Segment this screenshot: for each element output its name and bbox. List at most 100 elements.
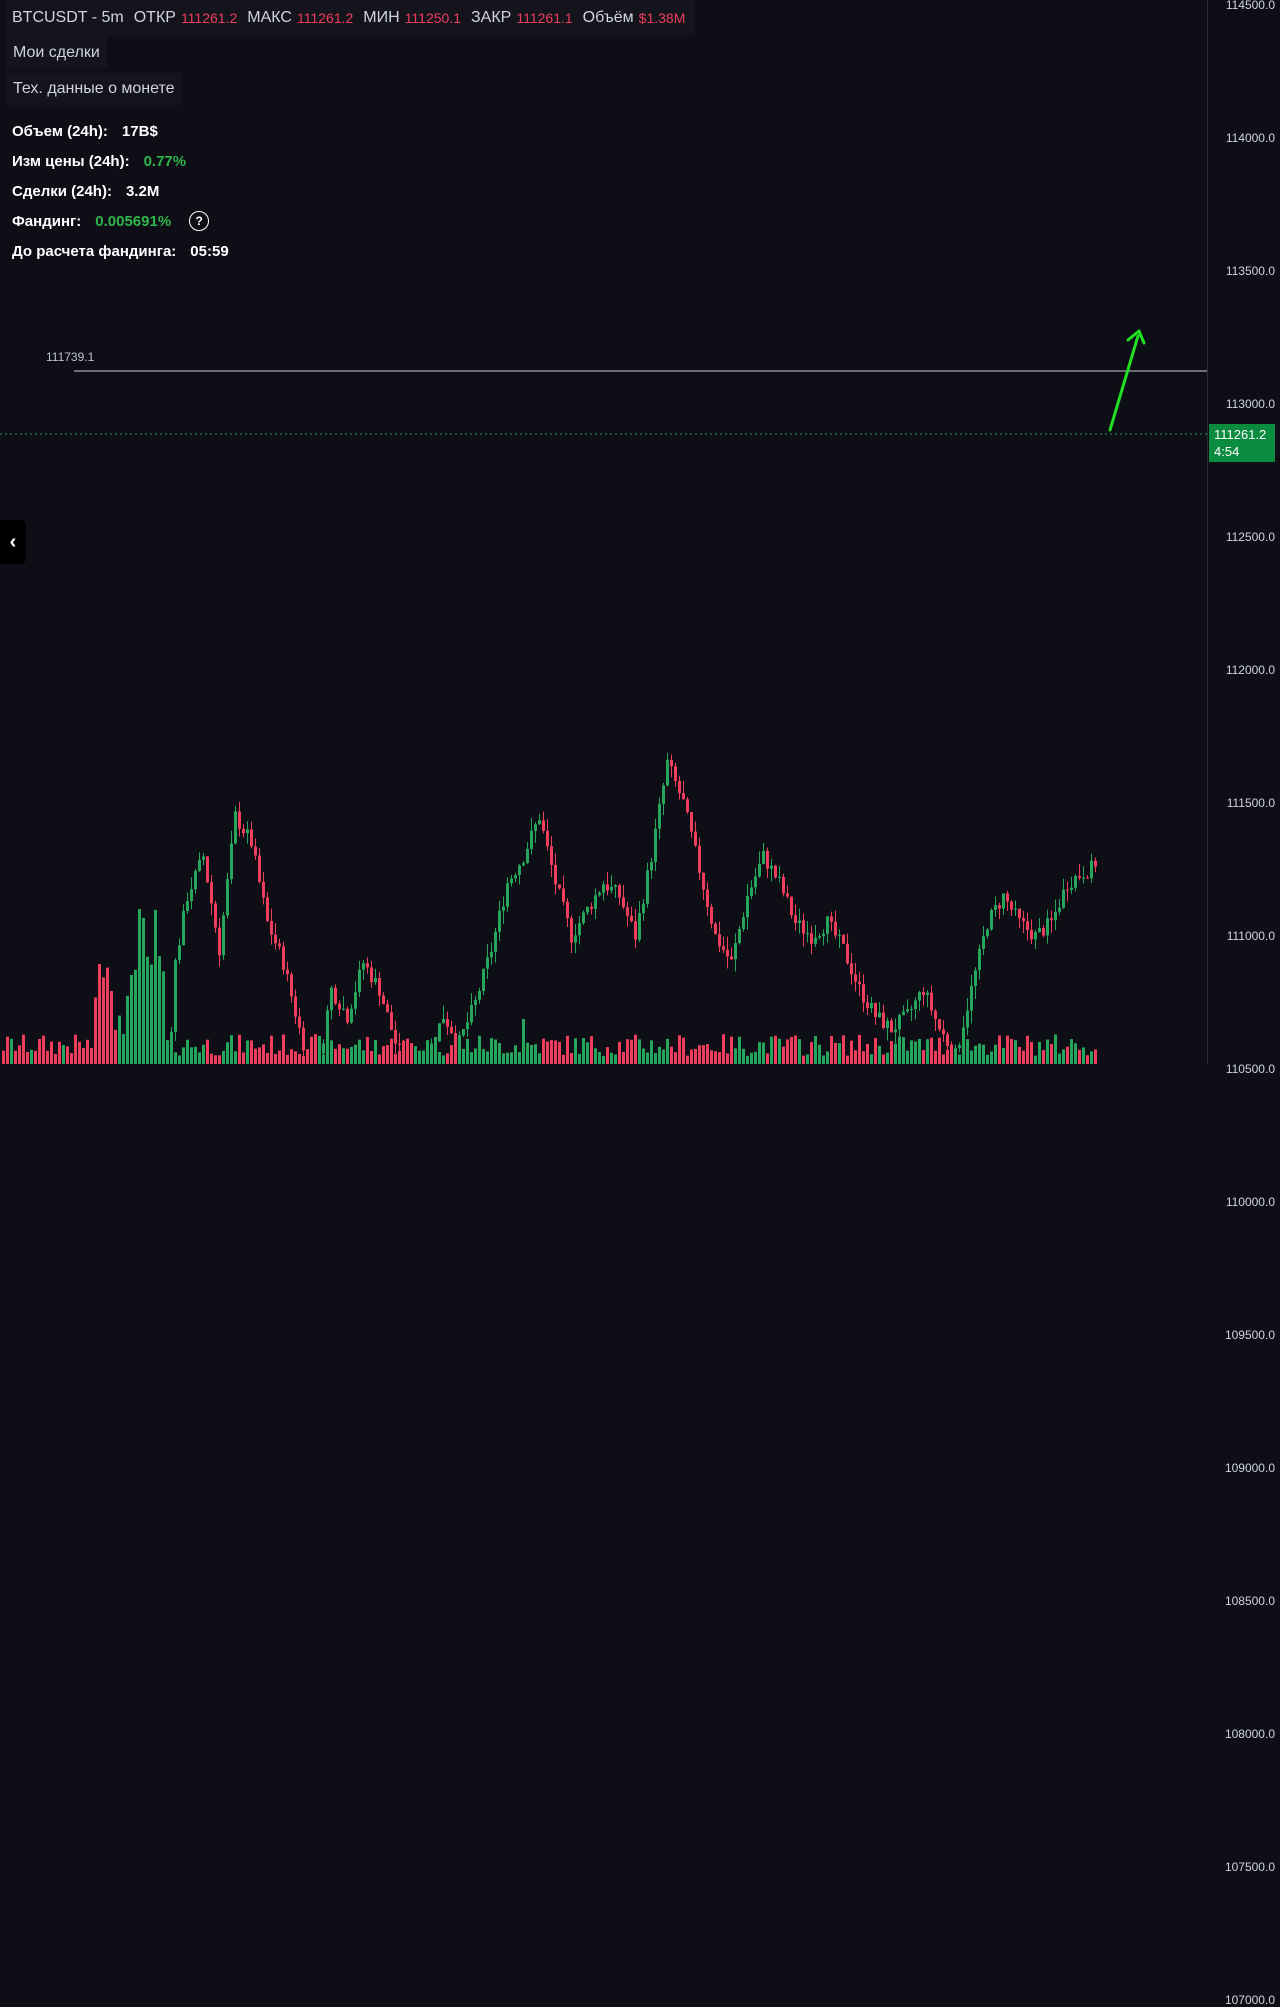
volume-bar bbox=[782, 1046, 785, 1064]
volume-bar bbox=[158, 956, 161, 1064]
candle-body bbox=[454, 1033, 457, 1044]
volume-bar bbox=[738, 1036, 741, 1064]
price-tick: 110000.0 bbox=[1225, 1195, 1275, 1209]
volume-bar bbox=[730, 1036, 733, 1064]
coin-tech-data-button[interactable]: Тех. данные о монете bbox=[6, 73, 182, 105]
candle-body bbox=[266, 897, 269, 921]
volume-bar bbox=[178, 1055, 181, 1064]
symbol-label[interactable]: BTCUSDT - 5m bbox=[12, 9, 124, 26]
volume-bar bbox=[618, 1041, 621, 1064]
volume-bar bbox=[718, 1052, 721, 1064]
candle-body bbox=[706, 889, 709, 907]
volume-bar bbox=[1038, 1041, 1041, 1064]
volume-bar bbox=[1006, 1035, 1009, 1064]
candle-body bbox=[598, 892, 601, 896]
volume-bar bbox=[810, 1042, 813, 1064]
volume-bar bbox=[714, 1051, 717, 1064]
chevron-left-icon[interactable]: ‹ bbox=[0, 520, 26, 564]
volume-bar bbox=[774, 1035, 777, 1064]
candle-body bbox=[758, 863, 761, 877]
candle-body bbox=[258, 855, 261, 882]
volume-bar bbox=[994, 1044, 997, 1064]
candle-body bbox=[362, 963, 365, 970]
candle-body bbox=[358, 969, 361, 993]
volume-bar bbox=[734, 1048, 737, 1064]
candle-body bbox=[762, 850, 765, 864]
volume-bar bbox=[262, 1044, 265, 1064]
volume-bar bbox=[94, 997, 97, 1064]
candle-body bbox=[1070, 887, 1073, 890]
candlestick-chart[interactable] bbox=[0, 0, 1207, 1064]
volume-bar bbox=[970, 1050, 973, 1064]
candle-body bbox=[478, 990, 481, 1000]
volume-bar bbox=[174, 1052, 177, 1064]
volume-bar bbox=[802, 1055, 805, 1064]
volume-bar bbox=[1034, 1055, 1037, 1064]
question-circle-icon[interactable]: ? bbox=[189, 211, 210, 231]
price-tick: 112000.0 bbox=[1225, 663, 1275, 677]
candle-body bbox=[366, 963, 369, 968]
volume-bar bbox=[566, 1035, 569, 1064]
candle-body bbox=[330, 987, 333, 1011]
candle-body bbox=[638, 913, 641, 940]
candle-body bbox=[874, 1002, 877, 1018]
volume-bar bbox=[442, 1055, 445, 1064]
volume-bar bbox=[370, 1051, 373, 1064]
candle-body bbox=[878, 1012, 881, 1018]
candle-body bbox=[894, 1029, 897, 1033]
volume-bar bbox=[230, 1035, 233, 1064]
candle-body bbox=[506, 883, 509, 907]
volume-bar bbox=[246, 1040, 249, 1064]
my-trades-button[interactable]: Мои сделки bbox=[6, 37, 107, 69]
price-tick: 108000.0 bbox=[1224, 1727, 1275, 1741]
volume-bar bbox=[530, 1044, 533, 1064]
volume-bar bbox=[694, 1049, 697, 1064]
volume-bar bbox=[646, 1052, 649, 1064]
candle-body bbox=[822, 933, 825, 937]
volume-bar bbox=[654, 1053, 657, 1064]
candle-body bbox=[882, 1012, 885, 1028]
volume-bar bbox=[546, 1041, 549, 1064]
volume-bar bbox=[1058, 1053, 1061, 1064]
candle-body bbox=[658, 803, 661, 829]
volume-bar bbox=[238, 1034, 241, 1064]
candle-body bbox=[750, 887, 753, 896]
stat-funding-value: 0.005691% bbox=[95, 212, 172, 230]
volume-bar bbox=[22, 1034, 25, 1064]
volume-bar bbox=[70, 1053, 73, 1064]
volume-bar bbox=[498, 1042, 501, 1064]
candle-body bbox=[378, 978, 381, 996]
volume-bar bbox=[114, 1029, 117, 1064]
volume-bar bbox=[878, 1045, 881, 1064]
ohlc-legend: BTCUSDT - 5m ОТКР 111261.2 МАКС 111261.2… bbox=[6, 0, 696, 36]
volume-bar bbox=[226, 1042, 229, 1064]
candle-body bbox=[442, 1019, 445, 1024]
volume-bar bbox=[678, 1035, 681, 1064]
candle-body bbox=[1054, 911, 1057, 921]
volume-bar bbox=[822, 1055, 825, 1064]
candle-body bbox=[702, 872, 705, 890]
volume-bar bbox=[146, 956, 149, 1064]
candle-body bbox=[1022, 918, 1025, 922]
volume-bar bbox=[934, 1050, 937, 1064]
candle-body bbox=[1034, 932, 1037, 940]
volume-bar bbox=[218, 1055, 221, 1064]
volume-bar bbox=[98, 964, 101, 1064]
volume-bar bbox=[570, 1053, 573, 1064]
candle-body bbox=[1030, 930, 1033, 940]
candle-body bbox=[858, 981, 861, 985]
candle-body bbox=[622, 897, 625, 908]
volume-bar bbox=[74, 1034, 77, 1064]
volume-bar bbox=[110, 991, 113, 1064]
volume-bar bbox=[1018, 1046, 1021, 1064]
candle-body bbox=[370, 967, 373, 983]
low-label: МИН bbox=[363, 9, 400, 26]
volume-bar bbox=[882, 1054, 885, 1064]
candle-body bbox=[458, 1035, 461, 1044]
volume-bar bbox=[954, 1052, 957, 1064]
volume-bar bbox=[1042, 1050, 1045, 1064]
candle-body bbox=[790, 896, 793, 916]
volume-bar bbox=[2, 1050, 5, 1064]
price-axis[interactable]: 114500.0 114000.0 113500.0 113000.0 112500.0… bbox=[1207, 0, 1280, 2007]
candle-body bbox=[270, 920, 273, 935]
